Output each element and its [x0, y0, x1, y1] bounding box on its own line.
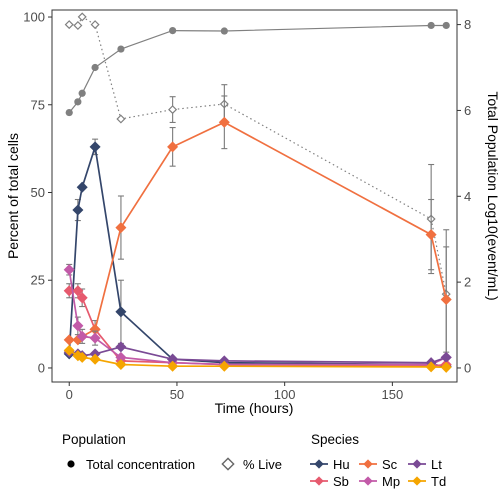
species-mp-point: [115, 351, 127, 363]
total-concentration-point: [427, 21, 435, 30]
y2-tick-label: 8: [464, 17, 471, 32]
legend-species: Species Hu Sc Lt Sb Mp Td: [310, 432, 446, 489]
species-hu-point: [76, 181, 88, 193]
x-tick-label: 50: [170, 387, 184, 402]
plot-panel-border: [51, 9, 458, 383]
species-sc-point: [63, 334, 75, 346]
y2-axis-title: Total Population Log10(event/mL): [485, 91, 500, 300]
species-mp-point: [76, 330, 88, 342]
species-td-point: [425, 361, 437, 373]
species-td-point: [440, 361, 452, 373]
species-lt-point: [115, 341, 127, 353]
species-lt-point: [440, 351, 452, 363]
total-concentration-point: [91, 63, 99, 72]
species-sb-line: [69, 289, 447, 368]
legend-percent-live-label: % Live: [243, 457, 282, 472]
legend-species-items: Hu Sc Lt Sb Mp Td: [310, 457, 446, 489]
y-tick-label: 50: [31, 185, 45, 200]
species-td-point: [63, 344, 75, 356]
total-concentration-point: [117, 45, 125, 53]
legend-species-sc-label: Sc: [382, 457, 398, 472]
species-sc-point: [89, 323, 101, 335]
percent-live-line: [69, 16, 447, 295]
x-tick-label: 0: [66, 387, 73, 402]
legend-species-td-marker: [412, 476, 422, 486]
total-concentration-point: [220, 27, 228, 35]
species-mp-point: [72, 320, 84, 332]
total-concentration-point: [442, 21, 450, 30]
species-hu-point: [89, 141, 101, 153]
species-hu-point: [72, 204, 84, 216]
y-axis-title: Percent of total cells: [5, 133, 21, 259]
species-sc-point: [115, 222, 127, 234]
legend-species-hu-marker: [314, 459, 324, 469]
legend-species-td-label: Td: [431, 474, 446, 489]
legend-total-concentration-label: Total concentration: [86, 457, 195, 472]
x-axis-title: Time (hours): [215, 400, 294, 416]
percent-live-point: [77, 12, 87, 22]
total-concentration-line: [68, 24, 447, 113]
species-mp-point: [63, 264, 75, 276]
legend-species-lt-label: Lt: [431, 457, 442, 472]
species-td-point: [89, 353, 101, 365]
y-tick-label: 0: [38, 360, 45, 375]
legend-species-sc-marker: [363, 459, 373, 469]
y2-tick-label: 6: [464, 103, 471, 118]
legend-species-lt-marker: [412, 459, 422, 469]
species-mp-point: [89, 332, 101, 344]
species-sc-point: [440, 293, 452, 306]
species-sc-point: [425, 229, 437, 241]
species-hu-point: [115, 306, 127, 318]
legend-species-mp-label: Mp: [382, 474, 400, 489]
species-sc-line: [69, 121, 448, 341]
percent-live-point: [116, 114, 126, 124]
total-concentration-point: [65, 108, 73, 117]
legend-species-title: Species: [311, 432, 359, 447]
species-td-point: [167, 360, 179, 372]
y-tick-label: 75: [31, 97, 45, 112]
species-hu-line: [68, 146, 447, 368]
species-lt-point: [167, 353, 179, 365]
species-td-point: [115, 358, 127, 371]
y2-tick-label: 2: [464, 275, 471, 290]
legend-total-concentration-marker: [67, 460, 75, 468]
y2-tick-label: 0: [464, 360, 471, 375]
species-sb-point: [76, 292, 88, 304]
chart-marks: [63, 12, 452, 373]
legend-species-mp-marker: [363, 476, 373, 486]
y-tick-label: 25: [31, 273, 45, 288]
legend-species-sb-label: Sb: [333, 474, 349, 489]
legend-population: Population Total concentration % Live: [62, 432, 282, 472]
total-concentration-point: [74, 98, 82, 106]
total-concentration-point: [169, 27, 177, 35]
species-sc-point: [167, 141, 179, 153]
percent-live-point: [73, 20, 83, 31]
legend-percent-live-marker: [221, 457, 235, 471]
x-tick-label: 150: [382, 387, 404, 402]
legend-population-title: Population: [62, 432, 126, 447]
species-td-point: [76, 351, 88, 363]
legend-species-hu-label: Hu: [333, 457, 350, 472]
y2-tick-label: 4: [464, 189, 471, 204]
percent-live-point: [64, 20, 74, 30]
species-td-point: [218, 360, 230, 372]
total-concentration-point: [78, 89, 86, 97]
chart-axes: 0 50 100 150 0 25 50 75 100 0 2 4 6 8: [23, 10, 471, 402]
percent-live-point: [168, 105, 178, 115]
legend-species-sb-marker: [314, 476, 324, 486]
species-sc-point: [218, 116, 230, 128]
percent-live-point: [90, 20, 100, 30]
species-sb-point: [72, 285, 84, 297]
y-tick-label: 100: [23, 10, 45, 25]
x-tick-label: 100: [274, 387, 296, 402]
